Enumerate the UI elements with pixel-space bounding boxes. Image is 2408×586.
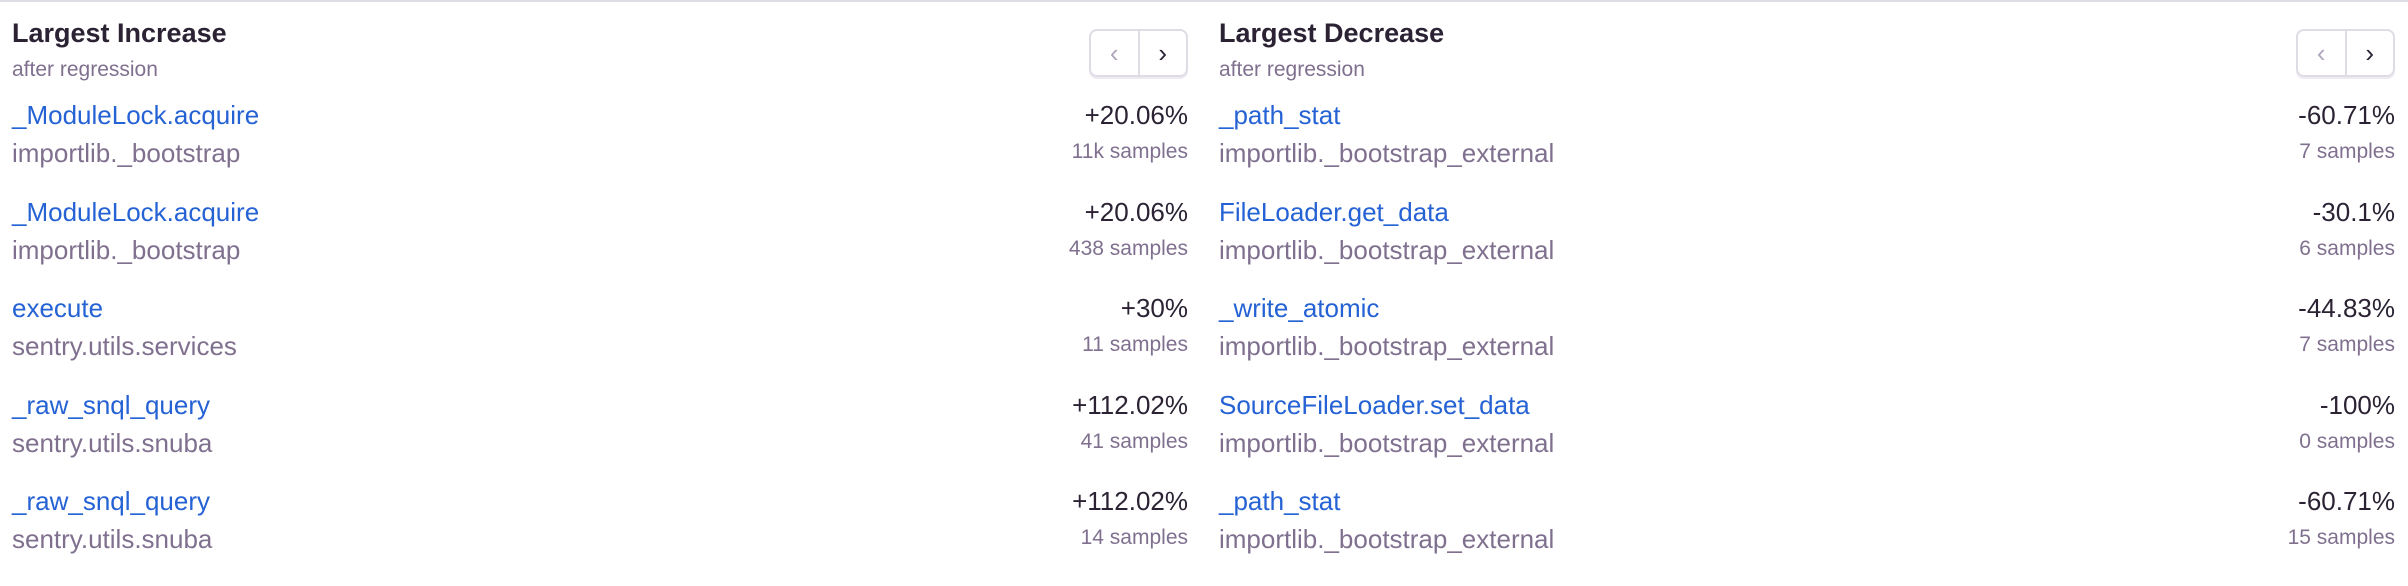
largest-decrease-panel: Largest Decrease after regression ‹ › _p… [1219, 0, 2395, 586]
previous-page-button[interactable]: ‹ [2298, 31, 2347, 75]
pagination-buttons: ‹ › [1089, 29, 1188, 77]
module-name: importlib._bootstrap_external [1219, 331, 1555, 361]
percent-change: -60.71% [2298, 486, 2395, 516]
module-name: importlib._bootstrap_external [1219, 524, 1555, 554]
panel-subtitle: after regression [12, 58, 158, 81]
panel-subtitle: after regression [1219, 58, 1365, 81]
module-name: importlib._bootstrap [12, 234, 241, 265]
function-link[interactable]: SourceFileLoader.set_data [1219, 389, 1530, 420]
sample-count: 11k samples [1071, 140, 1188, 163]
chevron-right-icon: › [2365, 37, 2375, 68]
chevron-right-icon: › [1158, 37, 1168, 68]
function-link[interactable]: FileLoader.get_data [1219, 196, 1449, 227]
percent-change: -60.71% [2298, 100, 2395, 130]
function-row: _path_stat importlib._bootstrap_external… [1219, 100, 2395, 190]
module-name: sentry.utils.services [12, 331, 237, 361]
module-name: importlib._bootstrap_external [1219, 427, 1555, 458]
function-row: _raw_snql_query sentry.utils.snuba +112.… [12, 390, 1188, 480]
sample-count: 11 samples [1082, 333, 1188, 356]
chevron-left-icon: ‹ [2316, 37, 2326, 68]
next-page-button[interactable]: › [1140, 31, 1187, 75]
sample-count: 0 samples [2299, 429, 2395, 453]
previous-page-button[interactable]: ‹ [1091, 31, 1140, 75]
percent-change: -100% [2319, 389, 2395, 420]
percent-change: -44.83% [2298, 293, 2395, 323]
sample-count: 7 samples [2299, 333, 2395, 356]
function-row: FileLoader.get_data importlib._bootstrap… [1219, 197, 2395, 287]
sample-count: 15 samples [2287, 526, 2395, 549]
sample-count: 41 samples [1080, 429, 1188, 453]
function-link[interactable]: _path_stat [1219, 486, 1341, 516]
panel-title: Largest Increase [12, 18, 227, 48]
sample-count: 14 samples [1080, 526, 1188, 549]
panel-title: Largest Decrease [1219, 18, 1445, 48]
sample-count: 7 samples [2299, 140, 2395, 163]
percent-change: +20.06% [1084, 196, 1188, 227]
function-row: _write_atomic importlib._bootstrap_exter… [1219, 293, 2395, 383]
function-link[interactable]: _ModuleLock.acquire [12, 100, 260, 130]
function-link[interactable]: _write_atomic [1219, 293, 1380, 323]
function-row: _raw_snql_query sentry.utils.snuba +112.… [12, 486, 1188, 576]
percent-change: +30% [1120, 293, 1188, 323]
percent-change: -30.1% [2312, 196, 2395, 227]
largest-increase-panel: Largest Increase after regression ‹ › _M… [12, 0, 1188, 586]
module-name: importlib._bootstrap_external [1219, 234, 1555, 265]
percent-change: +112.02% [1072, 389, 1188, 420]
percent-change: +20.06% [1084, 100, 1188, 130]
module-name: sentry.utils.snuba [12, 427, 213, 458]
function-link[interactable]: execute [12, 293, 104, 323]
function-link[interactable]: _path_stat [1219, 100, 1341, 130]
function-link[interactable]: _raw_snql_query [12, 486, 211, 516]
module-name: sentry.utils.snuba [12, 524, 213, 554]
pagination-buttons: ‹ › [2296, 29, 2395, 77]
top-divider [0, 0, 2408, 2]
sample-count: 438 samples [1068, 236, 1188, 260]
chevron-left-icon: ‹ [1109, 37, 1119, 68]
function-link[interactable]: _raw_snql_query [12, 389, 211, 420]
function-row: _path_stat importlib._bootstrap_external… [1219, 486, 2395, 576]
function-row: _ModuleLock.acquire importlib._bootstrap… [12, 197, 1188, 287]
module-name: importlib._bootstrap_external [1219, 138, 1555, 168]
module-name: importlib._bootstrap [12, 138, 241, 168]
function-row: _ModuleLock.acquire importlib._bootstrap… [12, 100, 1188, 190]
function-link[interactable]: _ModuleLock.acquire [12, 196, 260, 227]
function-row: SourceFileLoader.set_data importlib._boo… [1219, 390, 2395, 480]
function-row: execute sentry.utils.services +30% 11 sa… [12, 293, 1188, 383]
percent-change: +112.02% [1072, 486, 1188, 516]
next-page-button[interactable]: › [2347, 31, 2394, 75]
sample-count: 6 samples [2299, 236, 2395, 260]
